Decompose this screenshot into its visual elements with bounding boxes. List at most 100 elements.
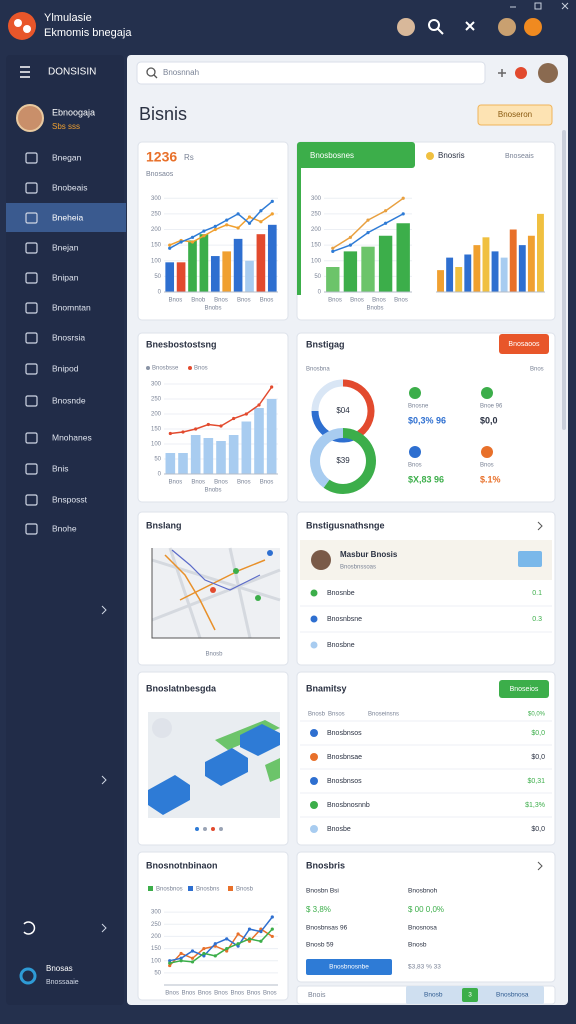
line-point — [270, 915, 274, 919]
chevron[interactable] — [101, 923, 107, 933]
nav-item[interactable]: Bnipan — [52, 272, 79, 282]
search-icon[interactable] — [428, 19, 440, 31]
search-placeholder[interactable]: Bnosnnah — [163, 68, 199, 77]
bar — [245, 260, 254, 292]
line-point — [232, 416, 236, 421]
nav-icon — [25, 395, 38, 407]
nav-item[interactable]: Bnosnde — [52, 395, 86, 405]
nav-item[interactable]: Bnosrsia — [52, 332, 85, 342]
card-button[interactable] — [499, 680, 549, 698]
map-block — [148, 775, 190, 815]
row-label: Bnosnbsne — [327, 616, 362, 623]
add-icon[interactable] — [498, 69, 506, 77]
line-point — [270, 212, 274, 216]
window-maximize[interactable] — [534, 2, 542, 10]
nav-icon — [25, 212, 38, 224]
nav-icon — [25, 332, 38, 344]
pager-item[interactable]: Bnosbnosa — [496, 992, 529, 999]
person-row[interactable] — [300, 540, 552, 580]
avatar[interactable] — [538, 63, 558, 83]
nav-item[interactable]: Bnomntan — [52, 302, 91, 312]
line-point — [213, 954, 217, 958]
line-point — [190, 960, 195, 964]
nav-item[interactable]: Bnohe — [52, 523, 77, 533]
nav-item[interactable]: Bnsposst — [52, 494, 88, 504]
chevron[interactable] — [101, 775, 107, 785]
row-label: Bnosnbe — [327, 590, 355, 597]
pager-dot[interactable] — [203, 827, 207, 831]
pager-item[interactable]: 3 — [468, 992, 472, 999]
bar — [482, 237, 490, 292]
button-label[interactable]: Bnosbnosnbe — [329, 964, 369, 971]
nav-icon — [25, 494, 38, 506]
nav-item[interactable]: Bneheia — [52, 212, 83, 222]
tab[interactable]: Bnosris — [438, 151, 465, 160]
map-pin[interactable] — [210, 587, 216, 593]
bar — [254, 408, 264, 474]
nav-item[interactable]: Mnohanes — [52, 432, 92, 442]
chevron[interactable] — [537, 861, 543, 871]
sync-icon[interactable] — [23, 921, 36, 935]
avatar[interactable] — [397, 18, 415, 36]
bar — [509, 229, 517, 292]
chart-caption: Bnobs — [204, 488, 221, 494]
nav-item[interactable]: Bnejan — [52, 242, 79, 252]
scrollbar[interactable] — [562, 130, 566, 430]
line-point — [366, 218, 370, 222]
map-route — [164, 554, 266, 631]
chevron[interactable] — [537, 521, 543, 531]
nav-item[interactable]: Bnegan — [52, 152, 82, 162]
button-label[interactable]: Bnosaoos — [508, 341, 540, 348]
menu-icon[interactable] — [20, 66, 30, 78]
pager-dot[interactable] — [195, 827, 199, 831]
line-point — [206, 422, 210, 427]
y-tick-label: 100 — [151, 258, 162, 264]
pager-dot[interactable] — [211, 827, 215, 831]
tab[interactable]: Bnoseais — [505, 153, 534, 160]
card-button[interactable] — [306, 959, 392, 975]
legend-swatch — [146, 366, 150, 370]
y-tick-label: 150 — [151, 243, 162, 249]
stat-label: Bnos — [408, 463, 422, 469]
line-point — [384, 209, 388, 213]
action-button[interactable] — [477, 104, 553, 126]
bar — [396, 223, 410, 292]
line-point — [225, 223, 229, 227]
nav-item[interactable]: Bnipod — [52, 363, 79, 373]
legend-swatch — [148, 886, 153, 891]
y-tick-label: 250 — [151, 211, 162, 217]
line-series — [169, 916, 273, 962]
y-tick-label: 100 — [311, 258, 322, 264]
pager-dot[interactable] — [219, 827, 223, 831]
card-button[interactable] — [499, 334, 549, 354]
chevron[interactable] — [101, 605, 107, 615]
map-pin[interactable] — [255, 595, 261, 601]
map-pin[interactable] — [267, 550, 273, 556]
notification[interactable] — [524, 18, 542, 36]
search-bar[interactable] — [136, 61, 486, 85]
logo[interactable] — [8, 12, 36, 40]
y-tick-label: 300 — [311, 196, 322, 202]
button-label[interactable]: Bnoseios — [510, 686, 539, 693]
alert-icon[interactable] — [515, 67, 527, 79]
user-role: Sbs sss — [52, 122, 80, 131]
stat-label: Bnosne — [408, 404, 429, 410]
tools-icon[interactable] — [465, 21, 475, 31]
person-sub: Bnosbnssoas — [340, 565, 376, 571]
line-point — [225, 949, 229, 953]
line-point — [213, 942, 217, 946]
line-point — [236, 942, 240, 946]
map-pin[interactable] — [233, 568, 239, 574]
action-label[interactable]: Bnoseron — [498, 110, 532, 119]
bar — [537, 213, 544, 292]
stat-line: Bnosnosa — [408, 925, 437, 932]
row-value: $0,0 — [531, 754, 545, 761]
person-button[interactable] — [518, 551, 542, 567]
avatar[interactable] — [498, 18, 516, 36]
pager-current[interactable] — [462, 988, 478, 1002]
window-close[interactable] — [561, 2, 569, 10]
user-avatar[interactable] — [16, 104, 44, 132]
pager-item[interactable]: Bnosb — [424, 992, 443, 999]
nav-item[interactable]: Bnis — [52, 463, 69, 473]
nav-item[interactable]: Bnobeais — [52, 182, 87, 192]
